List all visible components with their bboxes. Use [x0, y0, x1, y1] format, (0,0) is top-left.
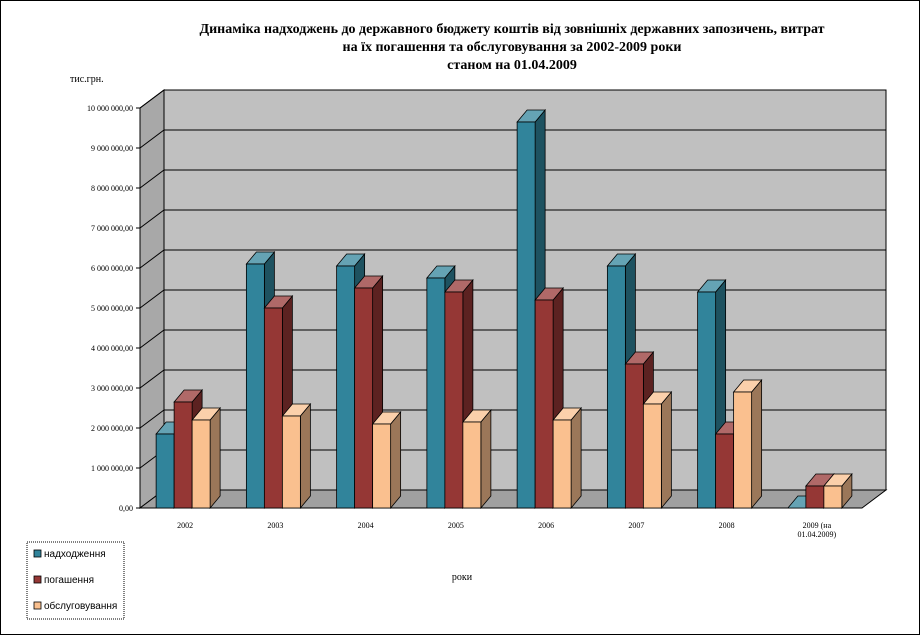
chart-title: Динаміка надходжень до державного бюджет… — [199, 22, 824, 73]
y-tick-label: 5 000 000,00 — [91, 304, 133, 313]
x-tick-label: 2009 (на — [803, 521, 832, 530]
y-tick-label: 0,00 — [119, 504, 133, 513]
x-tick-label: 01.04.2009) — [798, 530, 837, 539]
chart-title-line-2: на їх погашення та обслуговування за 200… — [343, 40, 682, 55]
legend: надходження погашення обслуговування — [26, 541, 125, 620]
gridline — [139, 169, 886, 189]
x-tick-label: 2004 — [358, 521, 374, 530]
bar — [697, 291, 717, 509]
y-tick-label: 8 000 000,00 — [91, 184, 133, 193]
x-tick-label: 2003 — [267, 521, 283, 530]
bar — [516, 121, 536, 509]
plot-area: 0,00 1 000 000,00 2 000 000,00 3 000 000,00… — [87, 89, 888, 539]
bar — [606, 265, 626, 509]
y-tick-label: 2 000 000,00 — [91, 424, 133, 433]
legend-label: погашення — [44, 575, 94, 586]
gridline — [139, 129, 886, 149]
y-tick-label: 4 000 000,00 — [91, 344, 133, 353]
bar — [552, 419, 572, 509]
y-tick-label: 7 000 000,00 — [91, 224, 133, 233]
legend-label: надходження — [44, 549, 106, 560]
bar-side — [209, 406, 221, 510]
bar — [426, 277, 446, 509]
legend-swatch — [33, 575, 42, 584]
y-tick-label: 9 000 000,00 — [91, 144, 133, 153]
x-tick-label: 2002 — [177, 521, 193, 530]
bar — [642, 403, 662, 509]
x-tick-label: 2005 — [448, 521, 464, 530]
x-tick-label: 2006 — [538, 521, 554, 530]
x-tick-label: 2007 — [628, 521, 644, 530]
bar-side — [390, 410, 402, 510]
y-tick-label: 1 000 000,00 — [91, 464, 133, 473]
chart-title-line-1: Динаміка надходжень до державного бюджет… — [199, 22, 824, 37]
bar — [336, 265, 356, 509]
bar — [191, 419, 211, 509]
bar-side — [751, 378, 763, 510]
bar-side — [480, 408, 492, 510]
y-tick-label: 6 000 000,00 — [91, 264, 133, 273]
gridline — [139, 209, 886, 229]
bar — [281, 415, 301, 509]
gridline — [139, 329, 886, 349]
gridline — [139, 89, 886, 109]
y-tick-label: 10 000 000,00 — [87, 104, 133, 113]
gridline — [139, 249, 886, 269]
bar — [823, 485, 843, 509]
x-tick-label: 2008 — [719, 521, 735, 530]
bar — [245, 263, 265, 509]
legend-box — [26, 541, 125, 620]
bar — [263, 307, 283, 509]
bar-side — [299, 402, 311, 510]
gridline — [139, 289, 886, 309]
bar-side — [570, 406, 582, 510]
bar — [155, 433, 175, 509]
bar — [462, 421, 482, 509]
x-axis-title: роки — [452, 572, 473, 583]
bar — [173, 401, 193, 509]
y-axis-title: тис.грн. — [70, 74, 104, 85]
bar — [534, 299, 554, 509]
bar — [624, 363, 644, 509]
bar-side — [660, 390, 672, 510]
bar — [805, 485, 825, 509]
bar — [715, 433, 735, 509]
legend-swatch — [33, 549, 42, 558]
legend-swatch — [33, 601, 42, 610]
chart-title-line-3: станом на 01.04.2009 — [447, 58, 577, 73]
bar — [444, 291, 464, 509]
bar — [372, 423, 392, 509]
y-tick-label: 3 000 000,00 — [91, 384, 133, 393]
bar — [733, 391, 753, 509]
bar — [354, 287, 374, 509]
legend-label: обслуговування — [44, 600, 117, 612]
